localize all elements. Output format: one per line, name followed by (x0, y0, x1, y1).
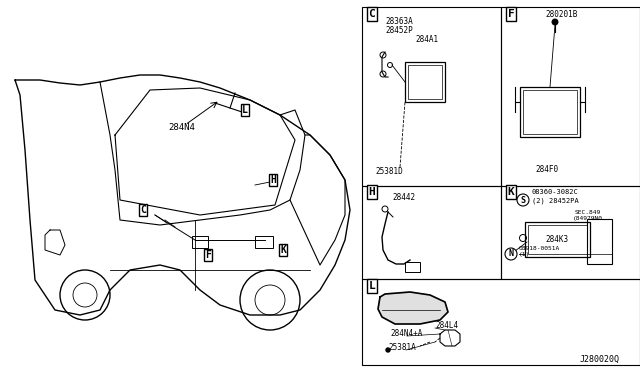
Text: 284A1: 284A1 (415, 35, 438, 44)
Text: 25381A: 25381A (388, 343, 416, 352)
Text: L: L (369, 281, 376, 291)
Text: C: C (140, 205, 146, 215)
Text: L: L (242, 105, 248, 115)
Bar (528, 225, 587, 254)
Bar (362, 7, 501, 186)
Bar (501, 7, 640, 186)
Text: 28442: 28442 (392, 193, 415, 202)
Bar (523, 90, 577, 134)
Text: 284L4: 284L4 (435, 321, 458, 330)
Bar (501, 186, 640, 279)
Text: C: C (369, 9, 376, 19)
Bar (405, 62, 445, 102)
Bar (408, 65, 442, 99)
Text: H: H (270, 175, 276, 185)
Bar (587, 219, 612, 264)
Text: H: H (369, 187, 376, 197)
Text: 28363A: 28363A (385, 17, 413, 26)
Text: (1): (1) (519, 252, 531, 257)
Bar (362, 279, 640, 365)
Bar (255, 236, 273, 248)
Text: 284F0: 284F0 (535, 165, 558, 174)
Text: K: K (508, 187, 515, 197)
Text: F: F (508, 9, 515, 19)
Text: 284K3: 284K3 (545, 235, 568, 244)
Text: J280020Q: J280020Q (580, 355, 620, 364)
Text: K: K (280, 245, 286, 255)
Circle shape (505, 248, 517, 260)
Circle shape (552, 19, 558, 25)
Bar (525, 222, 590, 257)
Polygon shape (378, 292, 448, 324)
Text: 25381D: 25381D (375, 167, 403, 176)
Circle shape (517, 194, 529, 206)
Bar (520, 87, 580, 137)
Text: F: F (205, 250, 211, 260)
Text: 284N4+A: 284N4+A (390, 329, 422, 338)
Text: N: N (509, 250, 513, 259)
Text: (2) 28452PA: (2) 28452PA (532, 197, 579, 203)
Circle shape (386, 348, 390, 352)
Text: S: S (520, 196, 525, 205)
Text: 284N4: 284N4 (168, 123, 195, 132)
Bar (362, 186, 501, 279)
Text: 08918-0051A: 08918-0051A (519, 246, 560, 251)
Text: (84979N0: (84979N0 (573, 216, 603, 221)
Bar (192, 236, 208, 248)
Text: 28452P: 28452P (385, 26, 413, 35)
Text: 280201B: 280201B (545, 10, 577, 19)
Bar (405, 262, 420, 272)
Text: SEC.849: SEC.849 (575, 210, 601, 215)
Text: 08360-3082C: 08360-3082C (532, 189, 579, 195)
